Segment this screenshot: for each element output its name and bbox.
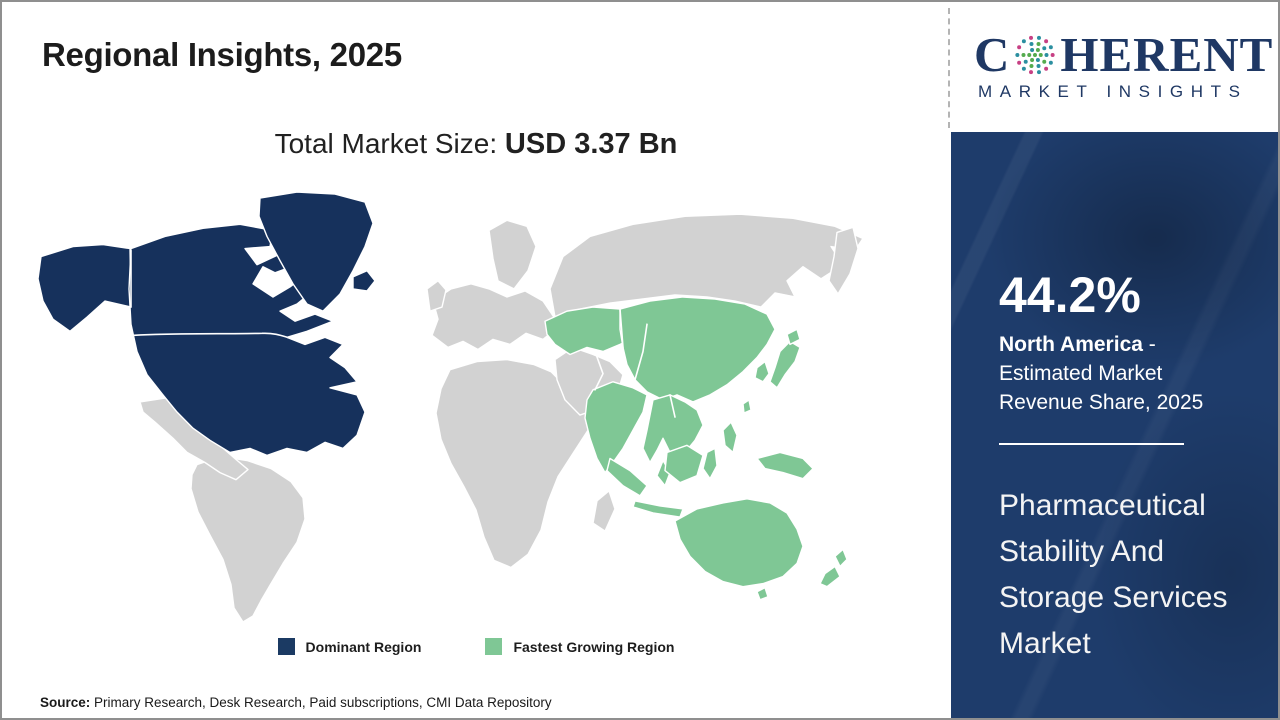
- legend-item-growing: Fastest Growing Region: [485, 638, 674, 655]
- dominant-regions: [37, 191, 376, 457]
- legend-label-dominant: Dominant Region: [305, 638, 422, 655]
- region-scandinavia: [488, 219, 537, 290]
- legend-item-dominant: Dominant Region: [277, 638, 422, 655]
- region-iceland: [352, 270, 376, 292]
- region-south-america: [190, 455, 306, 623]
- region-taiwan: [742, 399, 752, 414]
- market-size-label: Total Market Size:: [274, 128, 505, 159]
- region-kamchatka: [828, 226, 859, 295]
- brand-logo-suffix: HERENT: [1060, 27, 1274, 82]
- source-note: Source: Primary Research, Desk Research,…: [40, 695, 552, 710]
- neutral-regions: [139, 213, 864, 623]
- source-label: Source:: [40, 695, 91, 710]
- market-share-region: North America: [999, 333, 1143, 356]
- region-new-zealand-south: [819, 565, 841, 588]
- market-size-value: USD 3.37 Bn: [504, 128, 678, 160]
- world-map: [37, 190, 917, 624]
- brand-logo-wordmark: C: [974, 27, 1274, 82]
- region-china-mongolia: [619, 296, 776, 403]
- region-tasmania: [756, 586, 769, 601]
- region-sumatra: [606, 457, 648, 497]
- region-java: [632, 500, 684, 518]
- brand-logo: C: [974, 27, 1274, 102]
- region-hokkaido: [786, 328, 801, 346]
- market-share-value: 44.2%: [999, 267, 1141, 323]
- region-europe: [431, 283, 559, 351]
- stats-sidebar: 44.2% North America - Estimated Market R…: [951, 132, 1278, 718]
- map-legend: Dominant Region Fastest Growing Region: [2, 638, 950, 655]
- region-new-zealand-north: [834, 548, 848, 568]
- legend-swatch-dominant: [277, 638, 295, 655]
- region-borneo: [664, 444, 704, 484]
- globe-dots-icon: [1015, 35, 1056, 74]
- region-uk: [426, 280, 447, 312]
- region-sulawesi: [702, 447, 718, 480]
- region-australia: [674, 498, 804, 588]
- brand-logo-subtitle: MARKET INSIGHTS: [978, 82, 1248, 101]
- region-japan: [769, 340, 801, 389]
- market-name: Pharmaceutical Stability And Storage Ser…: [999, 489, 1228, 660]
- region-greenland: [258, 191, 374, 312]
- header-dashed-divider: [948, 8, 950, 128]
- total-market-size: Total Market Size: USD 3.37 Bn: [2, 128, 950, 161]
- sidebar-divider-line: [999, 443, 1184, 445]
- country-border-lines: [94, 249, 676, 418]
- region-india: [584, 381, 648, 474]
- brand-logo-prefix: C: [974, 27, 1011, 82]
- legend-swatch-growing: [485, 638, 503, 655]
- region-madagascar: [592, 490, 616, 532]
- page-title: Regional Insights, 2025: [42, 36, 402, 73]
- region-africa: [435, 358, 595, 569]
- stats-sidebar-content: 44.2% North America - Estimated Market R…: [951, 132, 1278, 667]
- growing-regions: [544, 296, 848, 601]
- market-share-description: North America - Estimated Market Revenue…: [999, 330, 1244, 417]
- source-text: Primary Research, Desk Research, Paid su…: [90, 695, 552, 710]
- region-new-guinea: [756, 451, 814, 480]
- market-share-desc-text: - Estimated Market Revenue Share, 2025: [999, 333, 1204, 414]
- region-korea: [754, 360, 770, 383]
- region-philippines: [722, 421, 738, 454]
- legend-label-growing: Fastest Growing Region: [513, 638, 675, 655]
- region-alaska: [37, 243, 132, 333]
